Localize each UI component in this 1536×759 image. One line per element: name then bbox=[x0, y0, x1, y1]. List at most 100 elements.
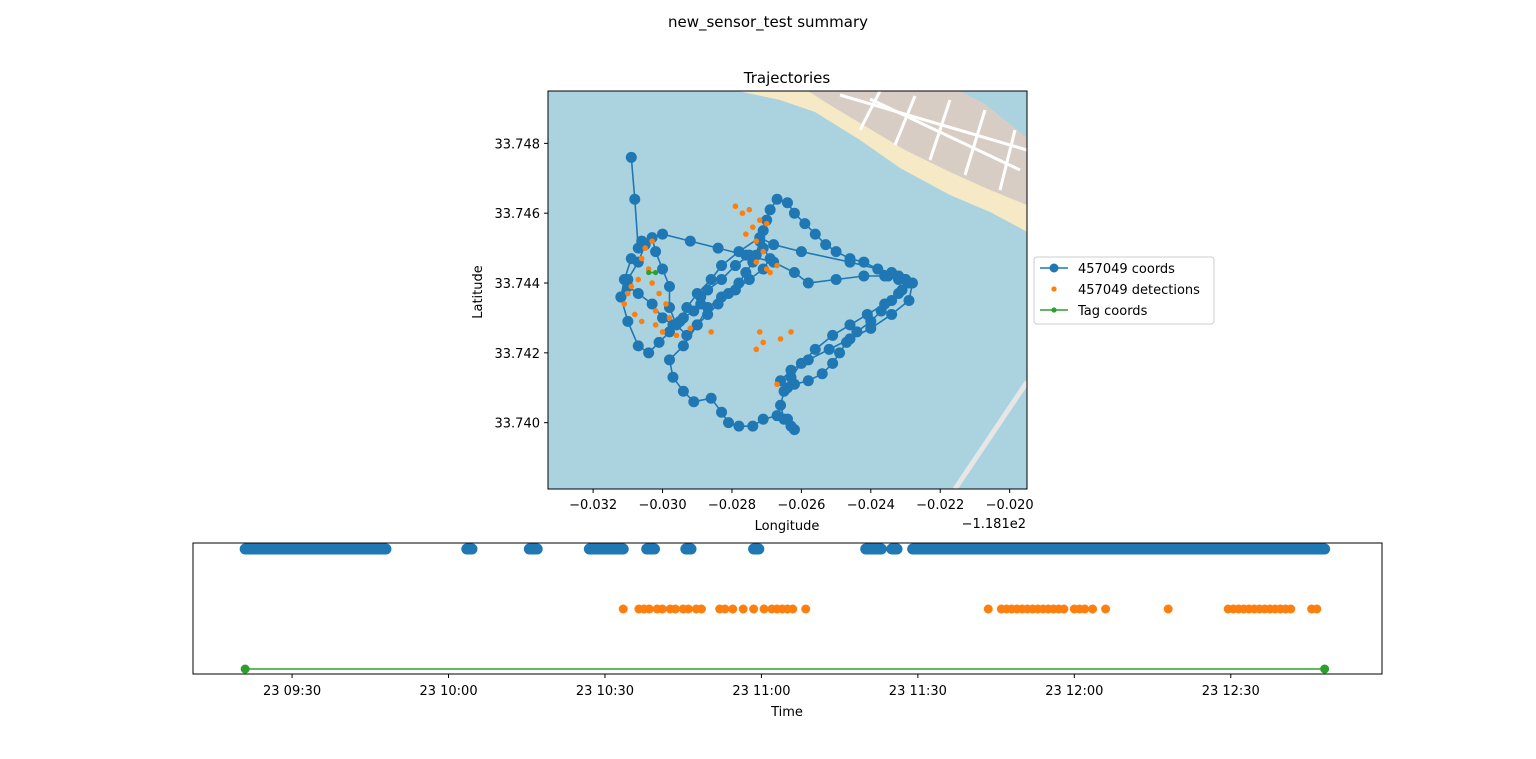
legend-coords-label: 457049 coords bbox=[1078, 262, 1175, 277]
detection-point bbox=[642, 245, 648, 251]
coords-point bbox=[827, 329, 839, 341]
timeline-xlabel: Time bbox=[770, 705, 803, 720]
map-ylabel: Latitude bbox=[471, 265, 486, 319]
coords-point bbox=[677, 385, 689, 397]
trajectories-title: Trajectories bbox=[743, 69, 831, 87]
timeline-detection bbox=[1286, 604, 1296, 614]
map-xtick-label: −0.032 bbox=[569, 498, 617, 513]
timeline-detection bbox=[657, 604, 667, 614]
coords-point bbox=[886, 294, 898, 306]
timeline-detection bbox=[670, 604, 680, 614]
timeline-series bbox=[239, 543, 1331, 674]
map-ytick-label: 33.746 bbox=[495, 207, 541, 222]
basemap-streets bbox=[839, 91, 1027, 191]
coords-point bbox=[764, 204, 776, 216]
coords-point bbox=[663, 326, 675, 338]
detection-point bbox=[625, 290, 631, 297]
coords-point bbox=[681, 329, 693, 341]
detection-point bbox=[753, 238, 760, 244]
coords-point bbox=[729, 260, 741, 272]
detection-point bbox=[756, 217, 763, 223]
detection-point bbox=[638, 318, 645, 325]
timeline-xtick-label: 23 11:30 bbox=[889, 684, 947, 699]
detection-point bbox=[753, 259, 760, 265]
timeline-detection bbox=[644, 604, 654, 614]
detection-point bbox=[708, 329, 714, 335]
coords-point bbox=[830, 274, 842, 286]
coords-point bbox=[615, 291, 627, 303]
legend: 457049 coords 457049 detections Tag coor… bbox=[1033, 256, 1215, 325]
legend-detections-label: 457049 detections bbox=[1078, 283, 1200, 298]
detection-point bbox=[631, 311, 638, 318]
coords-point bbox=[906, 277, 918, 289]
coords-point bbox=[795, 246, 807, 258]
map-xtick-label: −0.020 bbox=[986, 498, 1034, 513]
coords-point bbox=[775, 399, 787, 411]
map-series bbox=[615, 151, 918, 436]
coords-point bbox=[646, 298, 658, 310]
detection-point bbox=[652, 308, 659, 314]
coords-point bbox=[702, 284, 714, 296]
timeline-detection bbox=[738, 604, 748, 614]
coords-point bbox=[865, 322, 877, 334]
coords-point bbox=[625, 253, 637, 265]
coords-point bbox=[799, 218, 811, 230]
detection-point bbox=[635, 276, 642, 283]
coords-point bbox=[785, 364, 797, 376]
coords-point bbox=[788, 424, 800, 436]
coords-point bbox=[733, 277, 745, 289]
tag-point bbox=[646, 269, 652, 276]
coords-point bbox=[622, 315, 634, 327]
legend-box bbox=[1033, 256, 1215, 325]
timeline-panel: 23 09:30 23 10:00 23 10:30 23 11:00 23 11:30… bbox=[192, 542, 1383, 720]
detection-point bbox=[649, 238, 655, 244]
timeline-xtick-label: 23 12:00 bbox=[1045, 684, 1103, 699]
coords-point bbox=[657, 263, 669, 275]
coords-point bbox=[886, 267, 898, 279]
map-xtick-label: −0.024 bbox=[847, 498, 895, 513]
coords-point bbox=[639, 239, 651, 251]
legend-entry-coords: 457049 coords bbox=[1040, 262, 1175, 277]
coords-point bbox=[903, 294, 915, 306]
coords-point bbox=[716, 406, 728, 418]
map-ytick-label: 33.740 bbox=[495, 417, 541, 432]
coords-point bbox=[816, 368, 828, 380]
detection-point bbox=[788, 329, 794, 335]
timeline-xticks: 23 09:30 23 10:00 23 10:30 23 11:00 23 11:30… bbox=[263, 674, 1260, 699]
detection-point bbox=[621, 301, 628, 307]
coords-point bbox=[643, 347, 655, 359]
detection-point bbox=[666, 315, 673, 321]
coords-point bbox=[632, 287, 644, 299]
coords-point bbox=[740, 267, 752, 279]
figure-suptitle: new_sensor_test summary bbox=[668, 13, 868, 32]
map-ytick-label: 33.742 bbox=[495, 347, 541, 362]
coords-point bbox=[802, 277, 814, 289]
coords-point bbox=[788, 267, 800, 279]
tag-point bbox=[653, 269, 659, 276]
coords-point bbox=[858, 256, 870, 268]
detection-point bbox=[659, 329, 666, 335]
detection-point bbox=[774, 381, 780, 388]
coords-point bbox=[733, 246, 745, 258]
map-xtick-label: −0.022 bbox=[916, 498, 964, 513]
coords-point bbox=[695, 298, 707, 310]
timeline-detection bbox=[801, 604, 811, 614]
timeline-detection bbox=[759, 604, 769, 614]
timeline-detection bbox=[1088, 604, 1098, 614]
timeline-frame bbox=[192, 542, 1383, 675]
legend-entry-detections: 457049 detections bbox=[1051, 283, 1200, 298]
timeline-xtick-label: 23 09:30 bbox=[263, 684, 321, 699]
timeline-detection bbox=[749, 604, 759, 614]
detection-point bbox=[753, 346, 760, 353]
timeline-detection bbox=[720, 604, 730, 614]
detection-point bbox=[732, 203, 739, 210]
coords-point bbox=[834, 347, 846, 359]
legend-tag-marker bbox=[1051, 307, 1057, 313]
coords-point bbox=[691, 319, 703, 331]
legend-detections-marker bbox=[1051, 286, 1057, 292]
coords-point bbox=[722, 287, 734, 299]
coords-point bbox=[875, 305, 887, 317]
timeline-detection bbox=[1312, 604, 1322, 614]
map-xtick-label: −0.026 bbox=[777, 498, 825, 513]
